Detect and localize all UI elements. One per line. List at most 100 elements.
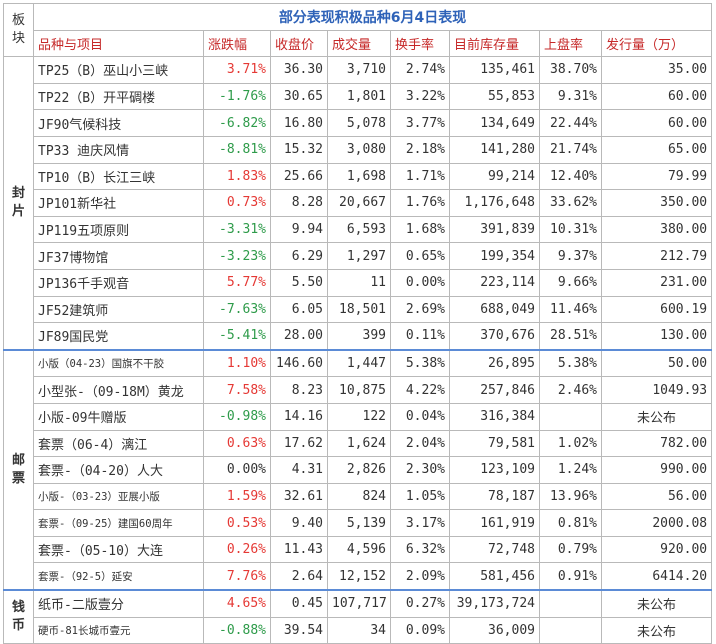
table-row: 邮 票小版（04-23）国旗不干胶 1.10% 146.60 1,447 5.38% 26… <box>3 348 713 591</box>
listing-cell: 10.31% <box>539 215 602 244</box>
column-header: 成交量 <box>327 29 391 58</box>
item-name: 套票-（05-10）大连 <box>33 535 204 564</box>
listing-cell <box>539 616 602 644</box>
listing-cell: 9.37% <box>539 242 602 270</box>
item-name: JF90气候科技 <box>33 109 204 137</box>
turnover-cell: 3.77% <box>390 109 450 137</box>
change-cell: -3.31% <box>203 215 271 244</box>
listing-cell: 28.51% <box>539 322 602 351</box>
listing-cell: 9.31% <box>539 82 602 111</box>
turnover-cell: 2.69% <box>390 295 450 324</box>
table-row: JF90气候科技 -6.82% 16.80 5,078 3.77% 134,649 22.4… <box>4 109 713 137</box>
change-cell: 0.53% <box>203 509 271 537</box>
issue-cell: 990.00 <box>600 456 713 484</box>
turnover-cell: 1.76% <box>390 189 450 217</box>
table-row: 套票-（09-25）建国60周年 0.53% 9.40 5,139 3.17% 161,9… <box>4 509 713 537</box>
close-cell: 16.80 <box>270 109 328 137</box>
turnover-cell: 2.04% <box>390 429 450 458</box>
listing-cell: 0.91% <box>539 562 602 591</box>
table-row: 套票-（05-10）大连 0.26% 11.43 4,596 6.32% 72,748 0.… <box>4 535 713 564</box>
column-header: 发行量（万） <box>600 29 713 58</box>
stock-cell: 134,649 <box>449 109 540 137</box>
close-cell: 15.32 <box>270 135 328 164</box>
issue-cell: 未公布 <box>600 589 713 618</box>
column-header: 换手率 <box>390 29 450 58</box>
item-name: 套票（06-4）漓江 <box>33 429 204 458</box>
plate-label: 板 块 <box>3 2 34 58</box>
close-cell: 25.66 <box>270 162 328 191</box>
close-cell: 146.60 <box>270 348 328 378</box>
change-cell: 0.26% <box>203 535 271 564</box>
item-name: TP22（B）开平碉楼 <box>33 82 204 111</box>
item-name: JF37博物馆 <box>33 242 204 270</box>
change-cell: 7.76% <box>203 562 271 591</box>
table-row: 硬币-81长城币壹元 -0.88% 39.54 34 0.09% 36,009 未公布 <box>4 616 713 644</box>
item-name: TP10（B）长江三峡 <box>33 162 204 191</box>
change-cell: 3.71% <box>203 56 271 84</box>
change-cell: -5.41% <box>203 322 271 351</box>
table-row: JP119五项原则 -3.31% 9.94 6,593 1.68% 391,839 10.3… <box>4 215 713 244</box>
listing-cell: 21.74% <box>539 135 602 164</box>
turnover-cell: 2.74% <box>390 56 450 84</box>
change-cell: 1.59% <box>203 482 271 511</box>
change-cell: -6.82% <box>203 109 271 137</box>
item-name: 小版-（03-23）亚展小版 <box>33 482 204 511</box>
listing-cell: 11.46% <box>539 295 602 324</box>
close-cell: 8.23 <box>270 376 328 404</box>
volume-cell: 399 <box>327 322 391 351</box>
item-name: JF89国民党 <box>33 322 204 351</box>
item-name: 套票-（92-5）延安 <box>33 562 204 591</box>
stock-cell: 391,839 <box>449 215 540 244</box>
item-name: 硬币-81长城币壹元 <box>33 616 204 644</box>
issue-cell: 6414.20 <box>600 562 713 591</box>
turnover-cell: 1.68% <box>390 215 450 244</box>
listing-cell: 38.70% <box>539 56 602 84</box>
close-cell: 9.94 <box>270 215 328 244</box>
change-cell: -1.76% <box>203 82 271 111</box>
turnover-cell: 0.11% <box>390 322 450 351</box>
stock-cell: 688,049 <box>449 295 540 324</box>
stock-cell: 161,919 <box>449 509 540 537</box>
close-cell: 30.65 <box>270 82 328 111</box>
turnover-cell: 1.71% <box>390 162 450 191</box>
change-cell: -7.63% <box>203 295 271 324</box>
turnover-cell: 0.04% <box>390 402 450 431</box>
listing-cell: 13.96% <box>539 482 602 511</box>
issue-cell: 50.00 <box>600 348 713 378</box>
table-row: JP136千手观音 5.77% 5.50 11 0.00% 223,114 9.66% 231… <box>4 268 713 297</box>
volume-cell: 18,501 <box>327 295 391 324</box>
issue-cell: 212.79 <box>600 242 713 270</box>
change-cell: -0.88% <box>203 616 271 644</box>
turnover-cell: 3.17% <box>390 509 450 537</box>
table-row: 封 片 TP25（B）巫山小三峡 3.71% 36.30 3,710 2.74% 135,4… <box>3 56 713 351</box>
item-name: 小型张-（09-18M）黄龙 <box>33 376 204 404</box>
issue-cell: 130.00 <box>600 322 713 351</box>
column-header: 收盘价 <box>270 29 328 58</box>
listing-cell: 33.62% <box>539 189 602 217</box>
stock-cell: 55,853 <box>449 82 540 111</box>
stock-cell: 370,676 <box>449 322 540 351</box>
listing-cell: 2.46% <box>539 376 602 404</box>
column-header: 上盘率 <box>539 29 602 58</box>
table-row: 套票-（04-20）人大 0.00% 4.31 2,826 2.30% 123,109 1.… <box>4 456 713 484</box>
close-cell: 6.29 <box>270 242 328 270</box>
item-name: 套票-（09-25）建国60周年 <box>33 509 204 537</box>
stock-cell: 26,895 <box>449 348 540 378</box>
volume-cell: 20,667 <box>327 189 391 217</box>
issue-cell: 65.00 <box>600 135 713 164</box>
listing-cell <box>539 402 602 431</box>
column-header: 品种与项目 <box>33 29 204 58</box>
close-cell: 11.43 <box>270 535 328 564</box>
close-cell: 39.54 <box>270 616 328 644</box>
turnover-cell: 4.22% <box>390 376 450 404</box>
issue-cell: 60.00 <box>600 109 713 137</box>
table-row: JP101新华社 0.73% 8.28 20,667 1.76% 1,176,648 33.… <box>4 189 713 217</box>
close-cell: 6.05 <box>270 295 328 324</box>
table-row: 套票-（92-5）延安 7.76% 2.64 12,152 2.09% 581,456 0.… <box>4 562 713 591</box>
issue-cell: 未公布 <box>600 616 713 644</box>
turnover-cell: 1.05% <box>390 482 450 511</box>
table-row: 小版-（03-23）亚展小版 1.59% 32.61 824 1.05% 78,187 13… <box>4 482 713 511</box>
change-cell: 0.00% <box>203 456 271 484</box>
listing-cell: 9.66% <box>539 268 602 297</box>
table-row: 套票（06-4）漓江 0.63% 17.62 1,624 2.04% 79,581 1.02… <box>4 429 713 458</box>
